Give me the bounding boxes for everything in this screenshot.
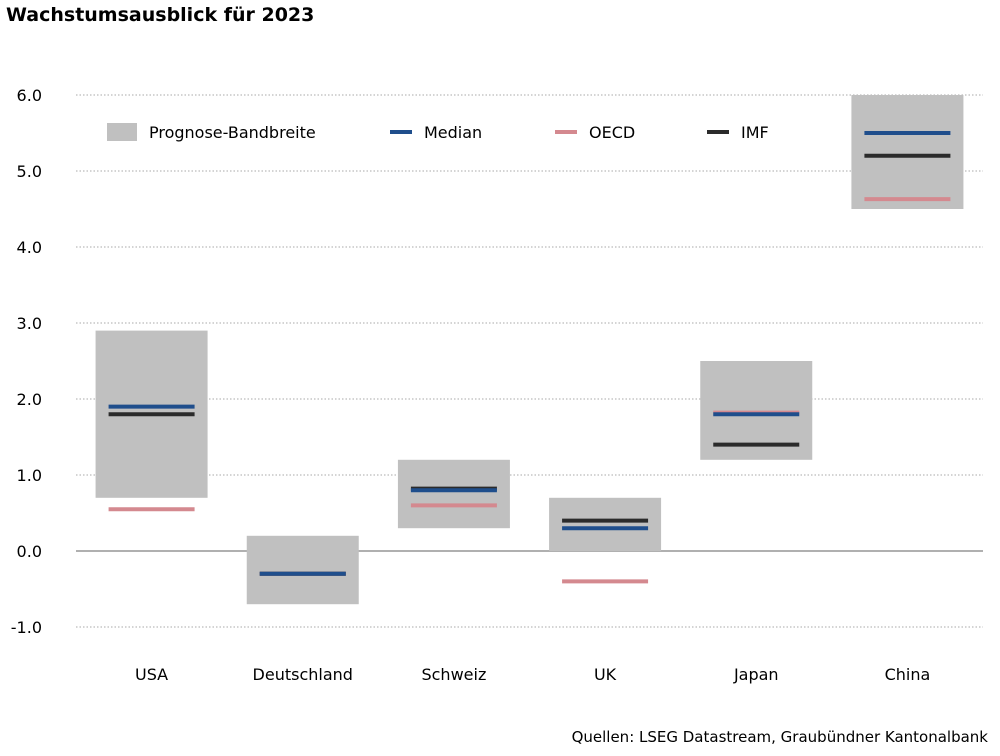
range-band (246, 535, 359, 605)
gridlines (76, 94, 983, 628)
y-tick-label: 5.0 (17, 162, 42, 181)
range-band (851, 95, 964, 209)
chart-svg: 6.0 5.0 4.0 3.0 2.0 1.0 0.0 -1.0 USA Deutschland… (11, 86, 983, 684)
chart-title: Wachstumsausblick für 2023 (6, 4, 315, 26)
category-label: UK (594, 665, 617, 684)
category-label: Schweiz (421, 665, 486, 684)
legend-swatch-range (107, 123, 137, 141)
range-band (549, 497, 662, 551)
legend-label: Median (424, 123, 482, 142)
legend: Prognose-Bandbreite Median OECD IMF (107, 123, 769, 142)
y-axis-ticks: 6.0 5.0 4.0 3.0 2.0 1.0 0.0 -1.0 (11, 86, 42, 637)
y-tick-label: 2.0 (17, 390, 42, 409)
y-tick-label: 0.0 (17, 542, 42, 561)
category-labels: USA Deutschland Schweiz UK Japan China (135, 665, 930, 684)
y-tick-label: 4.0 (17, 238, 42, 257)
category-label: Deutschland (253, 665, 353, 684)
category-label: USA (135, 665, 168, 684)
y-tick-label: 1.0 (17, 466, 42, 485)
legend-label: OECD (589, 123, 635, 142)
source-note: Quellen: LSEG Datastream, Graubündner Ka… (571, 728, 988, 746)
y-tick-label: -1.0 (11, 618, 42, 637)
series-marks (108, 131, 951, 584)
range-band (397, 459, 510, 529)
legend-label: Prognose-Bandbreite (149, 123, 316, 142)
y-tick-label: 3.0 (17, 314, 42, 333)
legend-label: IMF (741, 123, 769, 142)
category-label: Japan (733, 665, 779, 684)
y-tick-label: 6.0 (17, 86, 42, 105)
category-label: China (885, 665, 931, 684)
